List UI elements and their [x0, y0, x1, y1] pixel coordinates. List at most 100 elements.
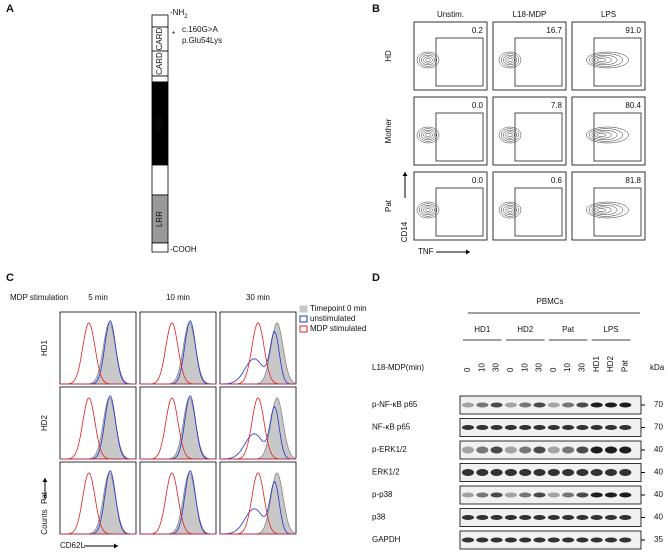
gate-percentage: 0.0 [472, 101, 484, 110]
band [619, 402, 632, 408]
domain-label: CARD [155, 27, 164, 50]
band [562, 537, 575, 543]
gate-percentage: 81.8 [625, 176, 641, 185]
row-label: Mother [384, 118, 393, 143]
histogram [60, 472, 136, 535]
band [490, 492, 503, 498]
subgroup-label: HD2 [517, 325, 534, 334]
band [462, 492, 474, 498]
contour [503, 54, 517, 66]
protein-domain [151, 242, 169, 253]
band [519, 515, 532, 520]
subgroup-label: HD1 [474, 325, 491, 334]
lane-label: 10 [477, 363, 486, 372]
band [476, 425, 489, 430]
band [547, 515, 560, 520]
band [576, 446, 589, 454]
lane-label: 10 [520, 363, 529, 372]
band [619, 492, 632, 498]
contour [594, 131, 612, 139]
contour [423, 206, 433, 214]
y-axis-label: Counts [40, 509, 49, 534]
contour [421, 129, 435, 141]
band [533, 402, 546, 408]
band [490, 515, 503, 520]
legend-swatch [299, 305, 308, 313]
histogram [220, 397, 296, 460]
band [490, 537, 503, 543]
contour [498, 126, 522, 144]
contour [594, 206, 612, 214]
blot-label: ERK1/2 [372, 468, 400, 477]
gate-percentage: 80.4 [625, 101, 641, 110]
legend-label: Timepoint 0 min [310, 304, 367, 313]
band [533, 537, 546, 543]
band [476, 469, 489, 476]
blot-label: p38 [372, 513, 386, 522]
contour [425, 133, 431, 137]
contour [416, 126, 440, 144]
stimulation-label: MDP stimulation [10, 293, 68, 302]
contour [425, 58, 431, 62]
band [519, 492, 532, 498]
band [576, 492, 589, 498]
band [562, 446, 575, 454]
contour [505, 206, 515, 214]
band [576, 469, 589, 476]
contour [594, 56, 612, 64]
band [547, 537, 560, 543]
gate [514, 37, 563, 87]
subgroup-label: LPS [603, 325, 618, 334]
band [605, 515, 617, 520]
band [619, 446, 632, 454]
blot-label: p-ERK1/2 [372, 445, 407, 454]
contour [507, 133, 513, 137]
kda-label: 70 [654, 400, 663, 409]
histogram [60, 322, 136, 385]
band [547, 469, 560, 476]
x-axis-label: CD62L [60, 541, 85, 550]
contour [418, 128, 438, 142]
time-label: L18-MDP(min) [372, 363, 424, 372]
panel-label: D [372, 272, 380, 284]
histogram [220, 472, 296, 535]
band [533, 469, 546, 476]
band [519, 537, 532, 543]
blot-label: NF-κB p65 [372, 423, 411, 432]
kda-label: 70 [654, 423, 663, 432]
column-header: L18-MDP [513, 10, 547, 19]
arrow-head [402, 172, 408, 176]
contour [507, 58, 513, 62]
contour [423, 131, 433, 139]
histogram [220, 480, 296, 535]
band [547, 425, 560, 430]
band [605, 492, 617, 498]
contour [591, 54, 618, 66]
band [490, 446, 503, 454]
lane-label: 0 [506, 367, 515, 372]
band [476, 446, 489, 454]
histogram [220, 322, 296, 385]
band [490, 469, 503, 476]
timepoint-header: 30 min [246, 293, 270, 302]
gate [514, 112, 563, 162]
band [590, 446, 603, 454]
domain-label: NBD [155, 115, 164, 132]
flow-plot [413, 171, 488, 241]
contour [597, 58, 606, 62]
band [576, 402, 589, 408]
gate-percentage: 91.0 [625, 26, 641, 35]
contour [505, 56, 515, 64]
panel-label: B [372, 3, 380, 15]
blot-label: p-NF-κB p65 [372, 400, 418, 409]
kda-label: 40 [654, 468, 663, 477]
band [562, 515, 575, 520]
subgroup-label: Pat [562, 325, 575, 334]
band [504, 492, 517, 498]
protein-domain [151, 75, 169, 83]
lane-label: 10 [563, 363, 572, 372]
contour [586, 201, 629, 219]
c-terminus: -COOH [170, 245, 197, 254]
band [547, 492, 560, 498]
contour [500, 53, 520, 67]
